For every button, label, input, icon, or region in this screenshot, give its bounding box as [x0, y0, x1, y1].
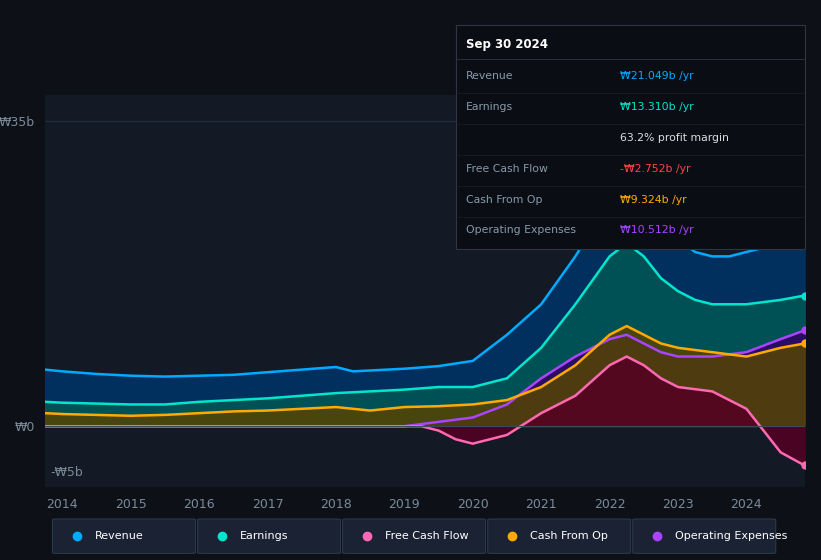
- FancyBboxPatch shape: [633, 519, 776, 553]
- Text: Cash From Op: Cash From Op: [530, 531, 608, 541]
- Text: 63.2% profit margin: 63.2% profit margin: [620, 133, 729, 143]
- FancyBboxPatch shape: [198, 519, 341, 553]
- Text: ₩9.324b /yr: ₩9.324b /yr: [620, 195, 686, 204]
- FancyBboxPatch shape: [342, 519, 485, 553]
- Text: Operating Expenses: Operating Expenses: [675, 531, 787, 541]
- Text: ₩13.310b /yr: ₩13.310b /yr: [620, 102, 694, 112]
- Text: Earnings: Earnings: [466, 102, 512, 112]
- FancyBboxPatch shape: [488, 519, 631, 553]
- Text: Free Cash Flow: Free Cash Flow: [466, 164, 548, 174]
- Text: Operating Expenses: Operating Expenses: [466, 226, 576, 235]
- Text: Cash From Op: Cash From Op: [466, 195, 542, 204]
- Text: Revenue: Revenue: [466, 72, 513, 81]
- Text: Free Cash Flow: Free Cash Flow: [385, 531, 468, 541]
- Text: Revenue: Revenue: [94, 531, 143, 541]
- FancyBboxPatch shape: [53, 519, 195, 553]
- Text: -₩5b: -₩5b: [51, 466, 84, 479]
- Text: Earnings: Earnings: [240, 531, 288, 541]
- Text: ₩21.049b /yr: ₩21.049b /yr: [620, 72, 694, 81]
- Text: Sep 30 2024: Sep 30 2024: [466, 38, 548, 50]
- Text: -₩2.752b /yr: -₩2.752b /yr: [620, 164, 690, 174]
- Text: ₩10.512b /yr: ₩10.512b /yr: [620, 226, 694, 235]
